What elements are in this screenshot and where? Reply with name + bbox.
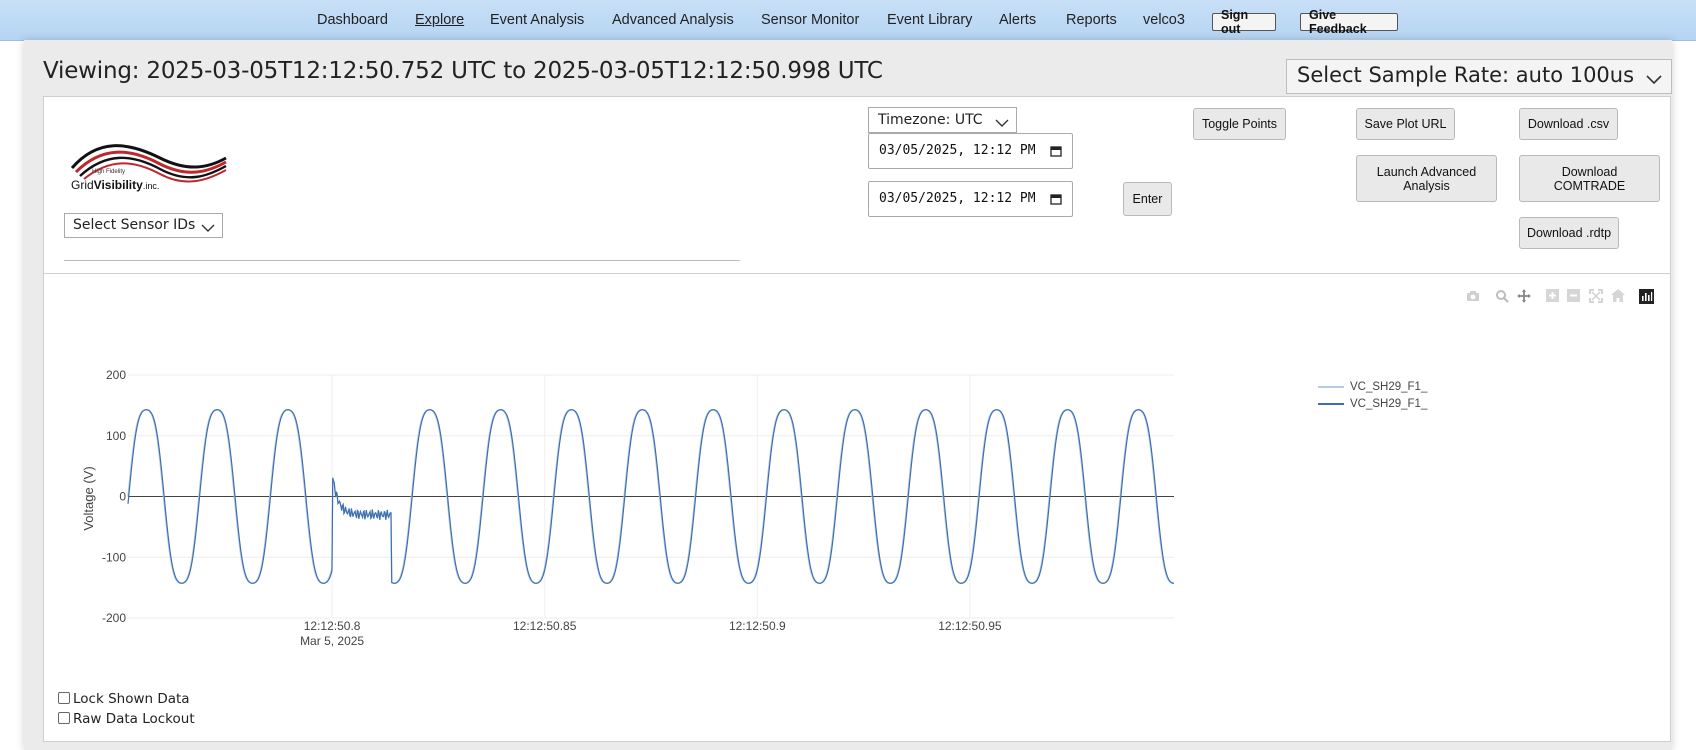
comtrade-label-line2: COMTRADE bbox=[1553, 178, 1626, 193]
legend-item[interactable]: VC_SH29_F1_ bbox=[1318, 381, 1428, 393]
nav-dashboard[interactable]: Dashboard bbox=[317, 12, 388, 28]
enter-button[interactable]: Enter bbox=[1123, 182, 1172, 216]
nav-explore[interactable]: Explore bbox=[415, 12, 465, 28]
chart-panel bbox=[43, 274, 1671, 742]
nav-username[interactable]: velco3 bbox=[1143, 12, 1185, 28]
launch-label-line2: Analysis bbox=[1403, 178, 1450, 193]
chevron-down-icon bbox=[200, 221, 216, 237]
autoscale-icon[interactable] bbox=[1589, 289, 1603, 308]
chevron-down-icon bbox=[1645, 66, 1663, 90]
logo-wordmark: GridVisibility.inc. bbox=[71, 178, 160, 192]
nav-alerts[interactable]: Alerts bbox=[999, 12, 1037, 28]
top-navigation-bar: Dashboard Explore Event Analysis Advance… bbox=[0, 0, 1696, 41]
launch-label-line1: Launch Advanced bbox=[1376, 164, 1477, 179]
nav-advanced-analysis[interactable]: Advanced Analysis bbox=[612, 12, 734, 28]
nav-reports[interactable]: Reports bbox=[1066, 12, 1117, 28]
legend-item[interactable]: VC_SH29_F1_ bbox=[1318, 398, 1428, 410]
raw-data-lockout-label: Raw Data Lockout bbox=[73, 711, 195, 727]
nav-sensor-monitor[interactable]: Sensor Monitor bbox=[761, 12, 860, 28]
gridvisibility-logo: High Fidelity GridVisibility.inc. bbox=[68, 138, 228, 199]
legend-label: VC_SH29_F1_ bbox=[1350, 398, 1428, 410]
chevron-down-icon bbox=[994, 116, 1010, 132]
give-feedback-button[interactable]: Give Feedback bbox=[1300, 8, 1398, 36]
zoom-in-icon[interactable] bbox=[1546, 289, 1559, 307]
toggle-points-button[interactable]: Toggle Points bbox=[1193, 108, 1286, 140]
sign-out-button[interactable]: Sign out bbox=[1212, 8, 1276, 36]
launch-advanced-analysis-button[interactable]: Launch Advanced Analysis bbox=[1356, 155, 1497, 202]
pan-icon[interactable] bbox=[1517, 289, 1531, 308]
logo-tagline: High Fidelity bbox=[92, 169, 126, 175]
legend-swatch bbox=[1318, 385, 1344, 388]
start-datetime-input[interactable]: 03/05/2025, 12:12 PM bbox=[868, 133, 1073, 169]
end-datetime-input[interactable]: 03/05/2025, 12:12 PM bbox=[868, 181, 1073, 217]
lock-shown-data-label: Lock Shown Data bbox=[73, 691, 190, 707]
sample-rate-select[interactable]: Select Sample Rate: auto 100us bbox=[1286, 59, 1672, 94]
reset-axes-icon[interactable] bbox=[1611, 289, 1625, 307]
sample-rate-label: Select Sample Rate: auto 100us bbox=[1297, 63, 1635, 87]
raw-data-lockout-checkbox[interactable]: Raw Data Lockout bbox=[58, 711, 195, 727]
checkbox-box[interactable] bbox=[58, 712, 70, 724]
download-comtrade-button[interactable]: Download COMTRADE bbox=[1519, 155, 1660, 202]
camera-icon[interactable] bbox=[1466, 289, 1480, 307]
viewing-range-title: Viewing: 2025-03-05T12:12:50.752 UTC to … bbox=[43, 58, 883, 84]
end-datetime-value: 03/05/2025, 12:12 PM bbox=[879, 191, 1036, 206]
legend-swatch bbox=[1318, 402, 1344, 405]
nav-event-analysis[interactable]: Event Analysis bbox=[490, 12, 585, 28]
start-datetime-value: 03/05/2025, 12:12 PM bbox=[879, 143, 1036, 158]
legend-label: VC_SH29_F1_ bbox=[1350, 381, 1428, 393]
calendar-icon[interactable] bbox=[1050, 193, 1062, 209]
sensor-id-select[interactable]: Select Sensor IDs bbox=[64, 213, 223, 238]
zoom-out-icon[interactable] bbox=[1567, 289, 1580, 307]
download-rdtp-button[interactable]: Download .rdtp bbox=[1519, 217, 1619, 249]
sensor-select-label: Select Sensor IDs bbox=[73, 217, 196, 233]
calendar-icon[interactable] bbox=[1050, 145, 1062, 161]
zoom-icon[interactable] bbox=[1495, 289, 1509, 308]
checkbox-box[interactable] bbox=[58, 692, 70, 704]
nav-event-library[interactable]: Event Library bbox=[887, 12, 973, 28]
lock-shown-data-checkbox[interactable]: Lock Shown Data bbox=[58, 691, 190, 707]
comtrade-label-line1: Download bbox=[1561, 164, 1618, 179]
download-csv-button[interactable]: Download .csv bbox=[1519, 108, 1618, 140]
divider bbox=[64, 260, 740, 261]
save-plot-url-button[interactable]: Save Plot URL bbox=[1356, 108, 1455, 140]
timezone-select[interactable]: Timezone: UTC bbox=[868, 107, 1017, 133]
plotly-logo-icon[interactable] bbox=[1639, 289, 1654, 309]
timezone-label: Timezone: UTC bbox=[878, 112, 983, 128]
